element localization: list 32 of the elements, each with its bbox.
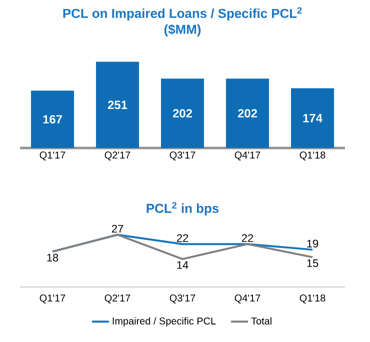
data-label: 19: [307, 240, 318, 248]
data-label: 174: [303, 114, 322, 122]
bar: [226, 78, 270, 148]
x-tick-label: Q3'17: [170, 294, 196, 304]
x-tick-label: Q1'18: [300, 294, 326, 304]
data-label: 167: [43, 115, 62, 124]
bar: [31, 90, 74, 148]
x-tick-label: Q1'18: [300, 152, 326, 160]
data-label: 15: [307, 259, 318, 268]
data-label: 22: [242, 234, 254, 242]
data-label: 202: [172, 109, 192, 118]
data-label: 18: [47, 254, 58, 262]
data-label: 14: [177, 261, 188, 269]
legend-label: Total: [251, 317, 272, 325]
x-tick-label: Q2'17: [104, 294, 130, 304]
chart-subtitle: ($MM): [164, 24, 201, 36]
data-label: 202: [238, 109, 257, 118]
x-tick-label: Q1'17: [40, 294, 66, 304]
data-label: 251: [108, 100, 128, 110]
x-tick-label: Q4'17: [234, 152, 260, 160]
legend-label: Impaired / Specific PCL: [112, 317, 216, 327]
chart-title: PCL$^{2}$ in bps: [146, 202, 219, 216]
data-label: 22: [176, 234, 188, 242]
chart-title: PCL on Impaired Loans / Specific PCL$^{2}$: [63, 7, 302, 21]
x-tick-label: Q2'17: [104, 152, 130, 160]
x-tick-label: Q3'17: [170, 152, 196, 160]
x-tick-label: Q1'17: [40, 152, 66, 160]
x-tick-label: Q4'17: [234, 294, 260, 304]
bar: [291, 88, 334, 148]
data-label: 27: [112, 224, 124, 233]
bar: [96, 62, 139, 148]
bar: [161, 78, 204, 148]
